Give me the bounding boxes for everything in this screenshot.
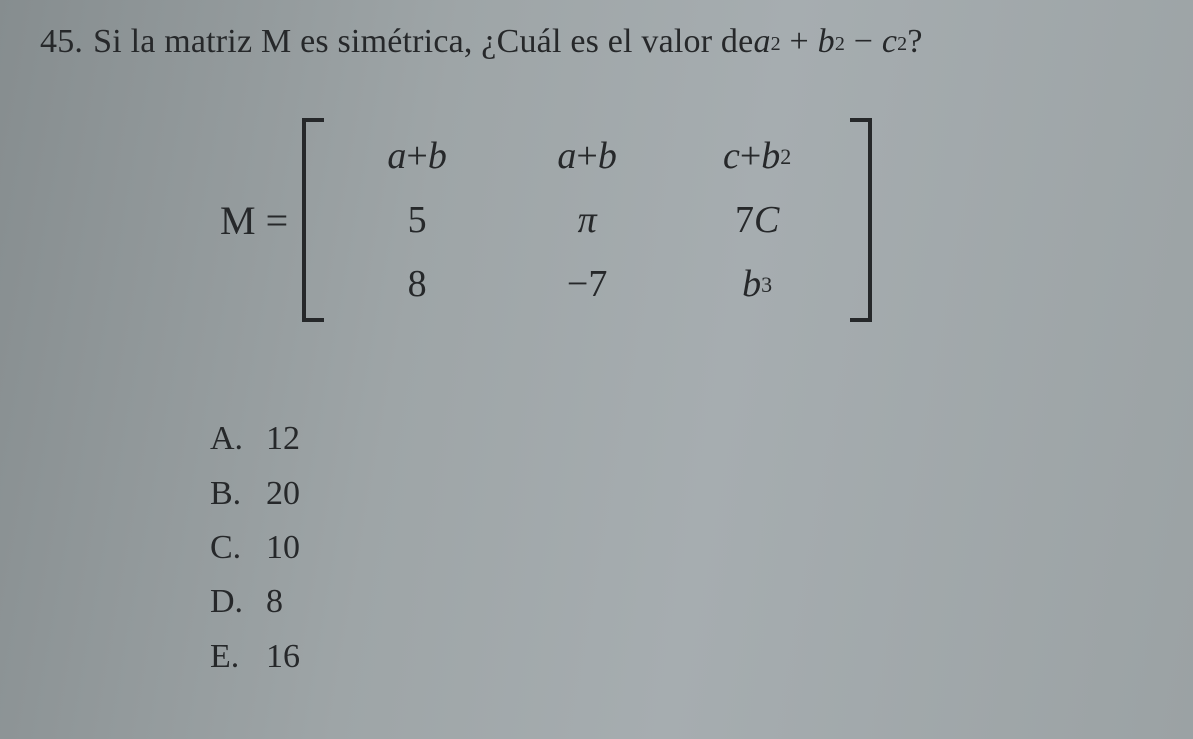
cell-r3c3-b: b <box>742 262 761 306</box>
choice-e-value: 16 <box>266 630 300 684</box>
choice-c-value: 10 <box>266 521 300 575</box>
matrix-label: M = <box>220 197 288 244</box>
minus-1: − <box>845 20 882 64</box>
var-a: a <box>753 20 770 64</box>
power-b: 2 <box>835 31 845 57</box>
choice-a-letter: A. <box>210 412 266 466</box>
cell-r1c1-b: b <box>428 134 447 178</box>
cell-r1c3: c + b2 <box>723 134 791 178</box>
var-c: c <box>882 20 897 64</box>
cell-r3c2: −7 <box>567 262 607 306</box>
cell-r1c2-a: a <box>557 134 576 178</box>
cell-r2c3: 7C <box>735 198 779 242</box>
bracket-left <box>302 118 324 322</box>
answer-choices: A. 12 B. 20 C. 10 D. 8 E. 16 <box>210 412 1153 684</box>
question-expression: a2 + b2 − c2 <box>753 20 907 64</box>
choice-a: A. 12 <box>210 412 1153 466</box>
cell-r1c2-mid: + <box>576 134 597 178</box>
cell-r1c3-mid: + <box>740 134 761 178</box>
cell-r1c3-c: c <box>723 134 740 178</box>
cell-r2c2: π <box>578 198 597 242</box>
choice-b-letter: B. <box>210 467 266 521</box>
cell-r3c1: 8 <box>408 262 427 306</box>
choice-e-letter: E. <box>210 630 266 684</box>
power-a: 2 <box>771 31 781 57</box>
power-c: 2 <box>897 31 907 57</box>
cell-r3c3: b3 <box>742 262 772 306</box>
plus-1: + <box>781 20 818 64</box>
choice-d-value: 8 <box>266 575 283 629</box>
choice-e: E. 16 <box>210 630 1153 684</box>
cell-r1c1-mid: + <box>406 134 427 178</box>
matrix-grid: a + b a + b c + b2 5 π 7C 8 −7 b3 <box>324 118 850 322</box>
question-line: 45. Si la matriz M es simétrica, ¿Cuál e… <box>40 20 1153 64</box>
cell-r1c3-pow: 2 <box>780 144 791 170</box>
page: 45. Si la matriz M es simétrica, ¿Cuál e… <box>0 0 1193 739</box>
choice-d-letter: D. <box>210 575 266 629</box>
choice-b: B. 20 <box>210 467 1153 521</box>
choice-c-letter: C. <box>210 521 266 575</box>
cell-r3c3-pow: 3 <box>761 272 772 298</box>
question-text-prefix: Si la matriz M es simétrica, ¿Cuál es el… <box>93 20 753 64</box>
var-b: b <box>818 20 835 64</box>
cell-r2c3-C: C <box>754 198 779 242</box>
cell-r1c1: a + b <box>387 134 446 178</box>
cell-r2c1: 5 <box>408 198 427 242</box>
bracket-right <box>850 118 872 322</box>
cell-r1c2-b: b <box>598 134 617 178</box>
question-text-suffix: ? <box>907 20 922 64</box>
cell-r1c1-a: a <box>387 134 406 178</box>
choice-c: C. 10 <box>210 521 1153 575</box>
cell-r1c2: a + b <box>557 134 616 178</box>
choice-a-value: 12 <box>266 412 300 466</box>
cell-r2c3-7: 7 <box>735 198 754 242</box>
matrix: M = a + b a + b c + b2 5 π 7C 8 −7 b3 <box>220 118 1153 322</box>
question-number: 45. <box>40 20 83 64</box>
choice-b-value: 20 <box>266 467 300 521</box>
cell-r1c3-b: b <box>761 134 780 178</box>
choice-d: D. 8 <box>210 575 1153 629</box>
